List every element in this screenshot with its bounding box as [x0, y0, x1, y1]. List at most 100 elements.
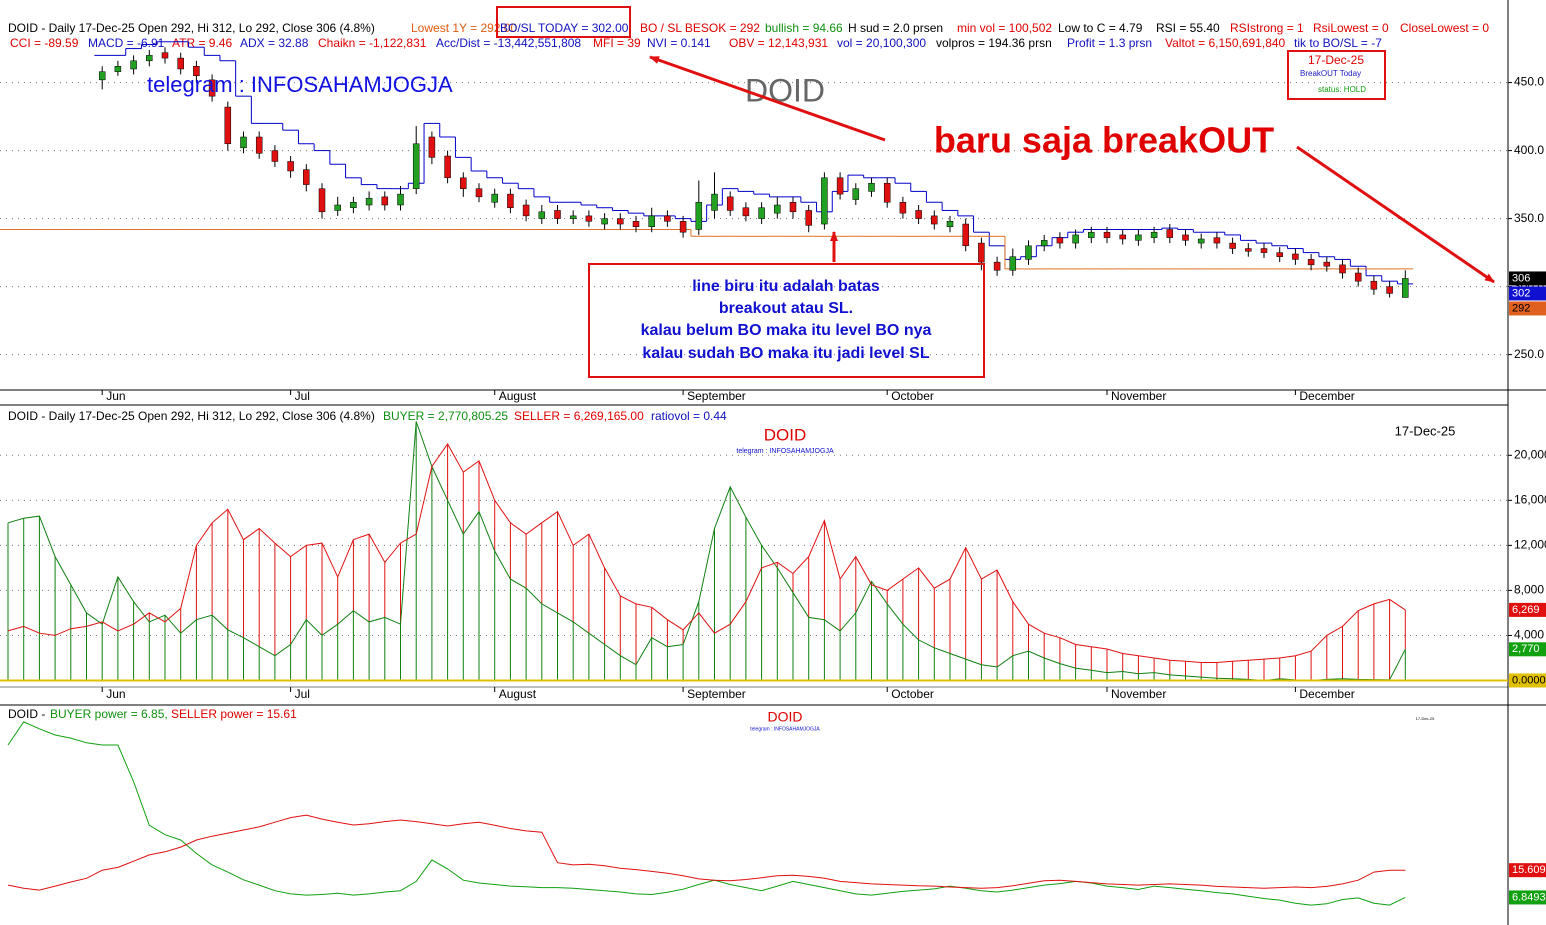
value-flag-label: 302: [1512, 287, 1530, 299]
candle-body: [334, 204, 341, 211]
candle-body: [365, 197, 373, 206]
candle-body: [1307, 259, 1315, 266]
header-text: Valtot = 6,150,691,840: [1165, 36, 1286, 50]
candle-body: [1402, 278, 1409, 298]
header-text: Profit = 1.3 prsn: [1067, 36, 1152, 50]
candle-body: [1197, 238, 1205, 244]
x-tick-label: December: [1299, 389, 1354, 403]
candle-body: [962, 223, 969, 247]
candle-body: [98, 71, 106, 81]
series-line: [7, 721, 1406, 906]
annotation: kalau belum BO maka itu level BO nya: [641, 322, 932, 339]
header-text: bullish = 94.66: [765, 21, 843, 35]
header-text: CCI = -89.59: [10, 36, 79, 50]
candle-body: [444, 155, 451, 179]
candle-body: [1103, 231, 1111, 238]
y-tick-label: 8,000: [1514, 583, 1544, 597]
candle-body: [585, 215, 593, 222]
chart-layer: DOID - Daily 17-Dec-25 Open 292, Hi 312,…: [0, 21, 1546, 906]
x-tick-label: December: [1299, 687, 1354, 701]
status-box: [1287, 50, 1386, 100]
candle-body: [287, 161, 294, 172]
candle-body: [915, 210, 922, 219]
candle-body: [632, 221, 640, 228]
annotation: BreakOUT Today: [1300, 69, 1361, 78]
candle-body: [805, 210, 812, 226]
callout-box: [588, 263, 985, 378]
candle-body: [601, 218, 608, 225]
candle-body: [1370, 280, 1378, 290]
annotation: 17-Dec-25: [1416, 716, 1435, 721]
value-flag: [1509, 673, 1546, 688]
candle-body: [428, 136, 436, 158]
value-flag-label: 6.8493: [1512, 891, 1546, 903]
candle-body: [381, 196, 389, 206]
header-text: BO / SL BESOK = 292: [640, 21, 760, 35]
series-line: [7, 443, 1406, 663]
candle-body: [711, 193, 718, 211]
annotation: DOID: [745, 72, 825, 108]
x-tick-label: October: [891, 389, 934, 403]
header-text: NVI = 0.141: [647, 36, 711, 50]
header-text: DOID - Daily 17-Dec-25 Open 292, Hi 312,…: [8, 409, 375, 423]
candle-body: [1009, 256, 1017, 271]
candle-body: [397, 193, 404, 206]
candle-body: [664, 215, 671, 222]
x-tick-label: October: [891, 687, 934, 701]
annotation: 17-Dec-25: [1308, 53, 1364, 67]
arrow: [649, 55, 886, 142]
candle-body: [836, 177, 844, 195]
series-line: [7, 421, 1406, 682]
candle-body: [208, 79, 216, 97]
value-flag-label: 15.609: [1512, 864, 1546, 876]
candle-body: [899, 202, 907, 214]
candle-body: [883, 182, 891, 203]
header-text: MFI = 39: [593, 36, 641, 50]
candle-body: [569, 215, 577, 219]
candle-body: [742, 207, 750, 217]
candle-body: [648, 215, 655, 228]
y-tick-label: 450.0: [1514, 75, 1544, 89]
candle-body: [1040, 240, 1048, 247]
candle-body: [946, 221, 954, 228]
annotation: telegram : INFOSAHAMJOGJA: [736, 448, 834, 455]
header-text: tik to BO/SL = -7: [1294, 36, 1382, 50]
x-tick-label: Jun: [106, 389, 125, 403]
candle-body: [491, 193, 498, 203]
header-text: DOID - Daily 17-Dec-25 Open 292, Hi 312,…: [8, 21, 375, 35]
x-tick-label: August: [499, 687, 537, 701]
candle-body: [1072, 234, 1079, 244]
candle-body: [1260, 248, 1268, 253]
header-text: RSI = 55.40: [1156, 21, 1220, 35]
header-text: Acc/Dist = -13,442,551,808: [436, 36, 581, 50]
y-tick-label: 20,000: [1514, 447, 1546, 461]
candle-body: [350, 202, 357, 208]
candle-body: [993, 261, 1001, 271]
x-tick-label: November: [1111, 687, 1166, 701]
candle-body: [1056, 237, 1064, 244]
value-flag: [1509, 863, 1546, 878]
candle-body: [868, 182, 875, 192]
candle-body: [130, 60, 137, 70]
header-text: RsiLowest = 0: [1313, 21, 1389, 35]
candle-body: [507, 193, 514, 208]
annotation: telegram : INFOSAHAMJOGJA: [750, 726, 820, 732]
candle-body: [193, 66, 200, 77]
candle-body: [1276, 252, 1283, 257]
x-tick-label: Jul: [295, 389, 310, 403]
header-text: BUYER = 2,770,805.25: [383, 409, 508, 423]
candle-body: [538, 211, 546, 219]
candle-body: [1150, 231, 1158, 238]
header-text: H sud = 2.0 prsen: [848, 21, 943, 35]
candle-body: [224, 106, 232, 145]
value-flag: [1509, 271, 1546, 286]
candle-body: [726, 196, 734, 211]
annotation: line biru itu adalah batas: [692, 278, 880, 295]
candle-body: [1229, 242, 1236, 249]
candle-body: [821, 177, 828, 225]
series-line: [7, 814, 1406, 891]
value-flag: [1509, 642, 1546, 657]
candle-body: [1213, 237, 1221, 244]
candle-body: [695, 202, 703, 230]
value-flag: [1509, 602, 1546, 617]
